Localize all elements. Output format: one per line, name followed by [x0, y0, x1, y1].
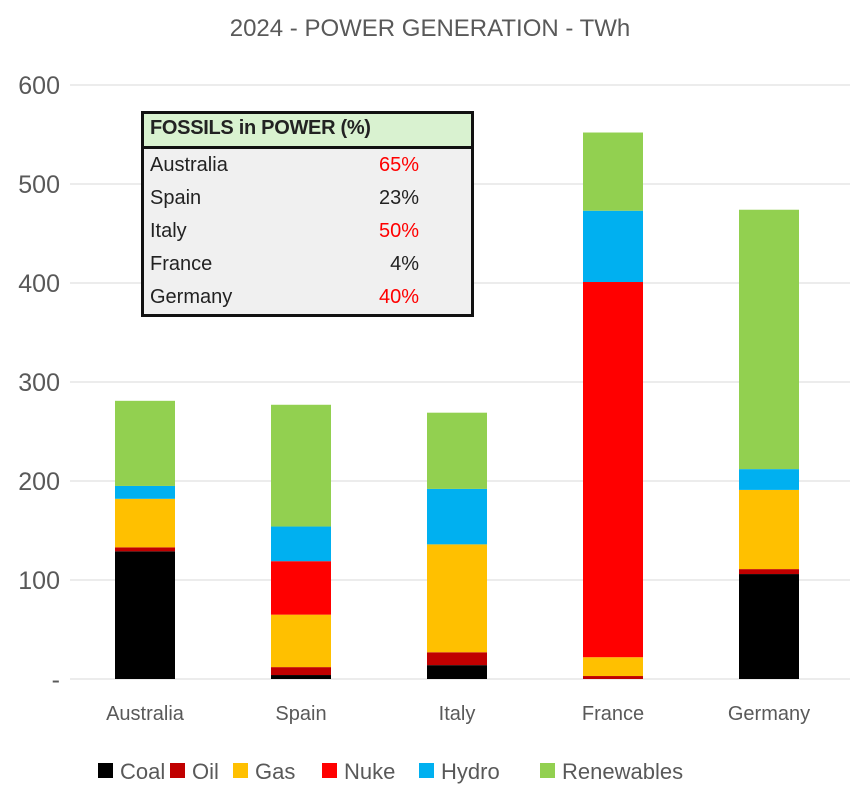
legend-swatch-renewables: [540, 763, 555, 778]
legend-swatch-oil: [170, 763, 185, 778]
bar-segment-renewables-france: [583, 132, 643, 211]
legend-label-renewables: Renewables: [562, 759, 683, 784]
x-tick-label: France: [582, 703, 644, 725]
fossil-percent: 65%: [378, 154, 419, 176]
bar-segment-oil-france: [583, 676, 643, 679]
bar-segment-gas-germany: [739, 489, 799, 570]
bar-segment-oil-spain: [271, 667, 331, 676]
bar-segment-hydro-germany: [739, 469, 799, 490]
y-tick-label: 500: [18, 171, 60, 199]
country-label: Germany: [150, 286, 233, 308]
fossil-percent: 40%: [378, 286, 419, 308]
y-tick-label: -: [52, 666, 60, 694]
country-label: Spain: [150, 187, 202, 209]
legend-label-coal: Coal: [120, 759, 165, 784]
legend-label-nuke: Nuke: [344, 759, 395, 784]
country-label: France: [150, 253, 213, 275]
x-tick-label: Germany: [728, 703, 810, 725]
fossil-percent: 23%: [378, 187, 419, 209]
legend-label-gas: Gas: [255, 759, 295, 784]
fossils-table: FOSSILS in POWER (%) Australia 65% Spain 23…: [141, 111, 474, 317]
y-tick-label: 400: [18, 270, 60, 298]
legend-swatch-nuke: [322, 763, 337, 778]
bar-segment-hydro-france: [583, 210, 643, 283]
fossil-percent: 50%: [378, 220, 419, 242]
bar-segment-gas-australia: [115, 498, 175, 548]
bar-segment-gas-spain: [271, 614, 331, 668]
y-tick-label: 100: [18, 567, 60, 595]
legend-swatch-coal: [98, 763, 113, 778]
table-title: FOSSILS in POWER (%): [144, 114, 471, 149]
table-row: Australia 65%: [144, 149, 471, 182]
bar-segment-coal-germany: [739, 574, 799, 679]
legend-swatch-hydro: [419, 763, 434, 778]
bar-segment-oil-germany: [739, 569, 799, 575]
country-label: Italy: [150, 220, 187, 242]
legend-label-oil: Oil: [192, 759, 219, 784]
legend-swatch-gas: [233, 763, 248, 778]
y-tick-label: 600: [18, 72, 60, 100]
table-row: Italy 50%: [144, 215, 471, 248]
bar-segment-renewables-australia: [115, 400, 175, 486]
x-tick-label: Australia: [106, 703, 185, 725]
bar-segment-coal-spain: [271, 675, 331, 679]
country-label: Australia: [150, 154, 228, 176]
bar-segment-hydro-italy: [427, 488, 487, 545]
bar-segment-renewables-germany: [739, 209, 799, 470]
table-row: Spain 23%: [144, 182, 471, 215]
legend-label-hydro: Hydro: [441, 759, 500, 784]
bar-segment-renewables-italy: [427, 412, 487, 489]
bar-segment-gas-italy: [427, 544, 487, 653]
fossil-percent: 4%: [390, 253, 419, 275]
table-row: France 4%: [144, 248, 471, 281]
x-tick-label: Italy: [439, 703, 476, 725]
bar-segment-oil-australia: [115, 547, 175, 552]
bar-segment-coal-australia: [115, 551, 175, 679]
bar-segment-hydro-australia: [115, 485, 175, 499]
bar-segment-renewables-spain: [271, 404, 331, 527]
bar-segment-hydro-spain: [271, 526, 331, 562]
bar-segment-nuke-spain: [271, 561, 331, 615]
chart-title: 2024 - POWER GENERATION - TWh: [230, 15, 631, 42]
bar-segment-oil-italy: [427, 652, 487, 666]
x-tick-label: Spain: [275, 703, 326, 725]
y-tick-label: 300: [18, 369, 60, 397]
bar-segment-nuke-france: [583, 282, 643, 658]
table-row: Germany 40%: [144, 281, 471, 314]
y-tick-label: 200: [18, 468, 60, 496]
bar-segment-coal-italy: [427, 665, 487, 679]
bar-segment-gas-france: [583, 657, 643, 677]
